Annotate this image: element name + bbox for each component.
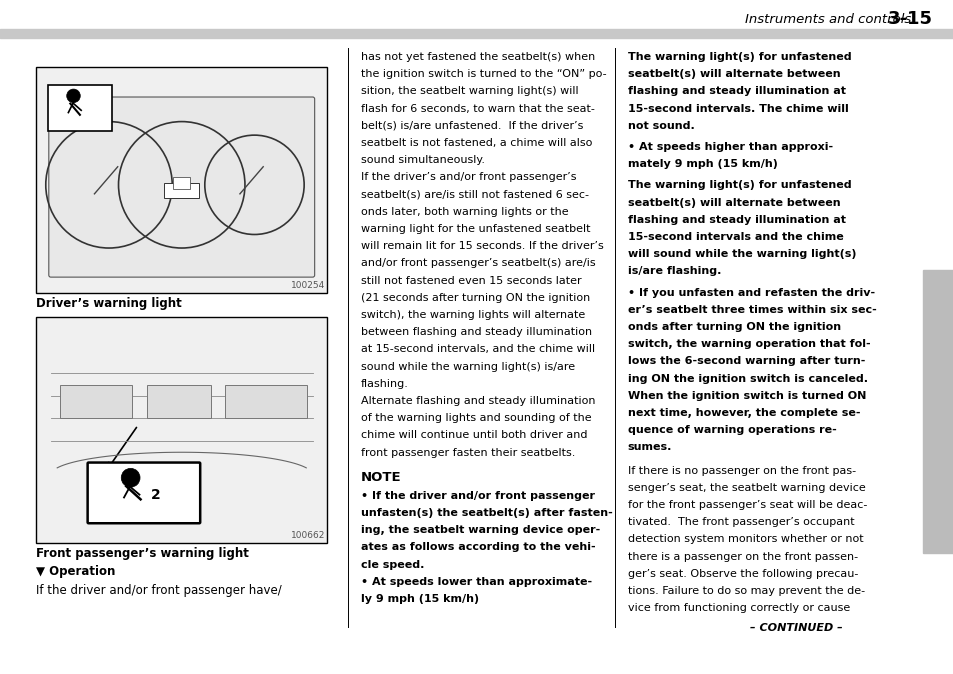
Text: tions. Failure to do so may prevent the de-: tions. Failure to do so may prevent the … <box>627 586 864 596</box>
Circle shape <box>121 468 140 487</box>
Text: switch, the warning operation that fol-: switch, the warning operation that fol- <box>627 339 869 349</box>
Text: seatbelt(s) will alternate between: seatbelt(s) will alternate between <box>627 69 840 80</box>
Text: 100254: 100254 <box>291 281 325 290</box>
Text: between flashing and steady illumination: between flashing and steady illumination <box>360 327 591 337</box>
Text: switch), the warning lights will alternate: switch), the warning lights will alterna… <box>360 310 584 320</box>
Text: ger’s seat. Observe the following precau-: ger’s seat. Observe the following precau… <box>627 569 857 579</box>
Bar <box>36 67 327 293</box>
Text: seatbelt is not fastened, a chime will also: seatbelt is not fastened, a chime will a… <box>360 138 592 148</box>
Text: • At speeds higher than approxi-: • At speeds higher than approxi- <box>627 142 832 152</box>
Text: er’s seatbelt three times within six sec-: er’s seatbelt three times within six sec… <box>627 305 876 315</box>
Text: lows the 6-second warning after turn-: lows the 6-second warning after turn- <box>627 357 864 367</box>
Text: If the driver’s and/or front passenger’s: If the driver’s and/or front passenger’s <box>360 173 576 183</box>
Text: (21 seconds after turning ON the ignition: (21 seconds after turning ON the ignitio… <box>360 293 589 303</box>
Text: 3-15: 3-15 <box>887 9 932 28</box>
Text: chime will continue until both driver and: chime will continue until both driver an… <box>360 431 586 440</box>
Text: sition, the seatbelt warning light(s) will: sition, the seatbelt warning light(s) wi… <box>360 86 578 96</box>
Text: of the warning lights and sounding of the: of the warning lights and sounding of th… <box>360 413 591 423</box>
Text: flashing and steady illumination at: flashing and steady illumination at <box>627 86 845 96</box>
Text: tivated.  The front passenger’s occupant: tivated. The front passenger’s occupant <box>627 517 854 527</box>
Text: cle speed.: cle speed. <box>360 559 423 570</box>
Text: Instruments and controls: Instruments and controls <box>744 13 910 26</box>
Text: senger’s seat, the seatbelt warning device: senger’s seat, the seatbelt warning devi… <box>627 483 864 493</box>
Text: quence of warning operations re-: quence of warning operations re- <box>627 425 836 435</box>
FancyBboxPatch shape <box>88 462 200 523</box>
Text: sound simultaneously.: sound simultaneously. <box>360 155 484 165</box>
Text: will sound while the warning light(s): will sound while the warning light(s) <box>627 249 856 259</box>
Text: ates as follows according to the vehi-: ates as follows according to the vehi- <box>360 543 595 553</box>
Text: will remain lit for 15 seconds. If the driver’s: will remain lit for 15 seconds. If the d… <box>360 241 602 251</box>
Bar <box>36 317 327 543</box>
Text: front passenger fasten their seatbelts.: front passenger fasten their seatbelts. <box>360 448 575 458</box>
Text: seatbelt(s) will alternate between: seatbelt(s) will alternate between <box>627 197 840 208</box>
Text: Front passenger’s warning light: Front passenger’s warning light <box>36 547 249 559</box>
Text: NOTE: NOTE <box>360 471 401 484</box>
Bar <box>59 384 132 419</box>
Text: flashing and steady illumination at: flashing and steady illumination at <box>627 215 845 225</box>
Text: • If you unfasten and refasten the driv-: • If you unfasten and refasten the driv- <box>627 288 874 298</box>
Text: for the front passenger’s seat will be deac-: for the front passenger’s seat will be d… <box>627 500 866 510</box>
Text: sound while the warning light(s) is/are: sound while the warning light(s) is/are <box>360 361 574 371</box>
Bar <box>147 384 211 419</box>
Text: mately 9 mph (15 km/h): mately 9 mph (15 km/h) <box>627 159 777 169</box>
Text: flash for 6 seconds, to warn that the seat-: flash for 6 seconds, to warn that the se… <box>360 104 594 114</box>
Bar <box>164 183 199 198</box>
Text: Alternate flashing and steady illumination: Alternate flashing and steady illuminati… <box>360 396 595 406</box>
Text: belt(s) is/are unfastened.  If the driver’s: belt(s) is/are unfastened. If the driver… <box>360 121 582 131</box>
Text: is/are flashing.: is/are flashing. <box>627 266 720 276</box>
Text: Driver’s warning light: Driver’s warning light <box>36 297 182 310</box>
Text: and/or front passenger’s seatbelt(s) are/is: and/or front passenger’s seatbelt(s) are… <box>360 258 595 268</box>
Text: If there is no passenger on the front pas-: If there is no passenger on the front pa… <box>627 466 855 476</box>
Text: 15-second intervals. The chime will: 15-second intervals. The chime will <box>627 104 847 114</box>
Bar <box>0 29 953 38</box>
Text: next time, however, the complete se-: next time, however, the complete se- <box>627 408 860 418</box>
Text: there is a passenger on the front passen-: there is a passenger on the front passen… <box>627 551 857 561</box>
Text: unfasten(s) the seatbelt(s) after fasten-: unfasten(s) the seatbelt(s) after fasten… <box>360 508 612 518</box>
FancyBboxPatch shape <box>49 97 314 277</box>
Bar <box>172 177 191 189</box>
Text: If the driver and/or front passenger have/: If the driver and/or front passenger hav… <box>36 584 282 596</box>
Text: • If the driver and/or front passenger: • If the driver and/or front passenger <box>360 491 594 501</box>
Text: flashing.: flashing. <box>360 379 408 389</box>
Circle shape <box>67 89 80 102</box>
Bar <box>923 270 953 553</box>
Bar <box>225 384 307 419</box>
Text: warning light for the unfastened seatbelt: warning light for the unfastened seatbel… <box>360 224 590 234</box>
Text: ing ON the ignition switch is canceled.: ing ON the ignition switch is canceled. <box>627 373 867 384</box>
Bar <box>48 86 112 131</box>
Text: seatbelt(s) are/is still not fastened 6 sec-: seatbelt(s) are/is still not fastened 6 … <box>360 189 588 200</box>
Text: ly 9 mph (15 km/h): ly 9 mph (15 km/h) <box>360 594 478 604</box>
Text: 15-second intervals and the chime: 15-second intervals and the chime <box>627 232 842 242</box>
Text: – CONTINUED –: – CONTINUED – <box>749 623 842 634</box>
Text: When the ignition switch is turned ON: When the ignition switch is turned ON <box>627 391 865 401</box>
Text: the ignition switch is turned to the “ON” po-: the ignition switch is turned to the “ON… <box>360 69 605 80</box>
Text: still not fastened even 15 seconds later: still not fastened even 15 seconds later <box>360 276 580 286</box>
Text: The warning light(s) for unfastened: The warning light(s) for unfastened <box>627 181 850 190</box>
Text: vice from functioning correctly or cause: vice from functioning correctly or cause <box>627 603 849 613</box>
Text: 2: 2 <box>151 488 160 501</box>
Text: ing, the seatbelt warning device oper-: ing, the seatbelt warning device oper- <box>360 525 599 535</box>
Text: onds after turning ON the ignition: onds after turning ON the ignition <box>627 322 840 332</box>
Text: ▼ Operation: ▼ Operation <box>36 565 115 578</box>
Text: has not yet fastened the seatbelt(s) when: has not yet fastened the seatbelt(s) whe… <box>360 52 595 62</box>
Text: detection system monitors whether or not: detection system monitors whether or not <box>627 534 862 545</box>
Text: sumes.: sumes. <box>627 442 672 452</box>
Text: at 15-second intervals, and the chime will: at 15-second intervals, and the chime wi… <box>360 344 594 355</box>
Text: The warning light(s) for unfastened: The warning light(s) for unfastened <box>627 52 850 62</box>
Text: onds later, both warning lights or the: onds later, both warning lights or the <box>360 207 568 217</box>
Text: 100662: 100662 <box>291 530 325 540</box>
Text: not sound.: not sound. <box>627 121 694 131</box>
Text: • At speeds lower than approximate-: • At speeds lower than approximate- <box>360 577 591 587</box>
